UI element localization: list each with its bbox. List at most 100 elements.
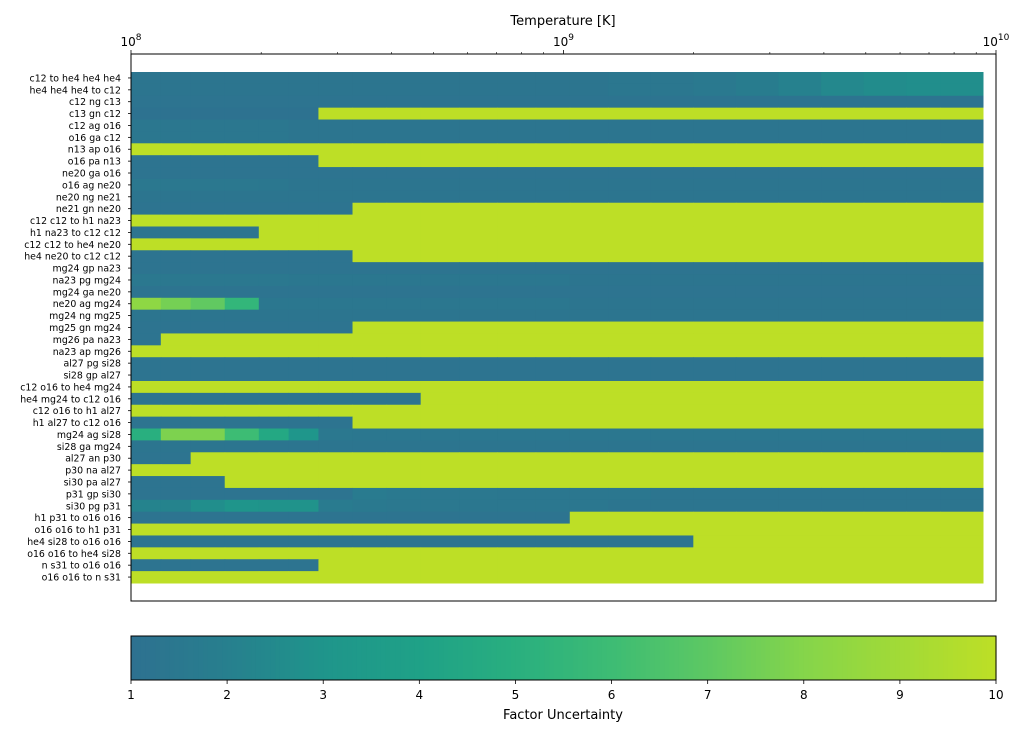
heatmap-cell <box>863 452 907 465</box>
heatmap-cell <box>352 357 388 370</box>
heatmap-cell <box>906 238 941 251</box>
heatmap-cell <box>288 559 319 572</box>
heatmap-cell <box>569 559 609 572</box>
heatmap-cell <box>459 119 498 132</box>
heatmap-cell <box>160 535 192 548</box>
heatmap-cell <box>735 559 780 572</box>
heatmap-cell <box>224 83 260 97</box>
heatmap-cell <box>497 345 537 358</box>
heatmap-cell <box>131 333 162 346</box>
colorbar-segment <box>664 636 670 680</box>
heatmap-cell <box>190 535 226 548</box>
heatmap-cell <box>906 428 941 441</box>
heatmap-cell <box>224 369 260 382</box>
heatmap-cell <box>693 274 737 287</box>
heatmap-cell <box>288 155 319 168</box>
heatmap-cell <box>288 499 319 513</box>
heatmap-cell <box>224 285 260 299</box>
heatmap-cell <box>386 499 422 513</box>
heatmap-cell <box>778 345 822 358</box>
heatmap-cell <box>906 511 941 525</box>
row-label: c12 to he4 he4 he4 <box>30 73 121 84</box>
heatmap-cell <box>778 155 822 168</box>
heatmap-cell <box>863 380 907 394</box>
heatmap-cell <box>318 83 354 97</box>
heatmap-cell <box>497 547 537 560</box>
heatmap-cell <box>160 440 192 453</box>
heatmap-cell <box>906 380 941 394</box>
heatmap-cell <box>160 72 192 85</box>
colorbar-segment <box>150 636 156 680</box>
colorbar-segment <box>342 636 348 680</box>
colorbar-segment <box>712 636 718 680</box>
heatmap-cell <box>608 250 652 263</box>
heatmap-cell <box>535 95 571 109</box>
heatmap-cell <box>608 285 652 299</box>
heatmap-cell <box>821 250 865 263</box>
heatmap-cell <box>735 464 780 477</box>
heatmap-cell <box>569 511 609 525</box>
heatmap-cell <box>608 416 652 430</box>
heatmap-cell <box>386 487 422 501</box>
heatmap-cell <box>190 297 226 311</box>
heatmap-cell <box>569 392 609 406</box>
colorbar-segment <box>851 636 858 680</box>
heatmap-cell <box>386 285 422 299</box>
colorbar-segment <box>798 636 805 680</box>
x-tick-label: 108 <box>120 33 141 49</box>
colorbar-segment <box>890 636 896 680</box>
heatmap-cell <box>735 167 780 180</box>
row-label: o16 o16 to h1 p31 <box>35 525 121 536</box>
heatmap-cell <box>535 428 571 441</box>
heatmap-cell <box>535 178 571 192</box>
heatmap-cell <box>352 238 388 251</box>
colorbar-segment <box>135 636 142 680</box>
colorbar-segment <box>443 636 449 680</box>
heatmap-cell <box>778 297 822 311</box>
heatmap-cell <box>352 119 388 132</box>
heatmap-cell <box>288 262 319 275</box>
heatmap-cell <box>190 440 226 453</box>
heatmap-cell <box>569 143 609 156</box>
row-label: o16 o16 to he4 si28 <box>27 549 121 560</box>
heatmap-cell <box>420 190 460 204</box>
heatmap-cell <box>735 476 780 489</box>
heatmap-cell <box>940 214 984 227</box>
heatmap-cell <box>821 190 865 204</box>
heatmap-cell <box>386 297 422 311</box>
heatmap-cell <box>318 285 354 299</box>
heatmap-cell <box>459 404 498 418</box>
heatmap-cell <box>420 404 460 418</box>
heatmap-cell <box>693 404 737 418</box>
heatmap-cell <box>535 72 571 85</box>
heatmap-cell <box>497 523 537 536</box>
heatmap-cell <box>863 392 907 406</box>
row-label: o16 o16 to n s31 <box>42 573 121 584</box>
colorbar-segment <box>231 636 238 680</box>
heatmap-cell <box>863 262 907 275</box>
heatmap-cell <box>821 309 865 323</box>
colorbar-segment <box>131 636 137 680</box>
heatmap-cell <box>258 131 290 144</box>
heatmap-cell <box>778 428 822 441</box>
row-label: mg25 gn mg24 <box>49 323 121 334</box>
heatmap-cell <box>131 143 162 156</box>
heatmap-cell <box>318 167 354 180</box>
heatmap-cell <box>940 547 984 560</box>
heatmap-cell <box>160 333 192 346</box>
heatmap-cell <box>224 214 260 227</box>
heatmap-cell <box>863 369 907 382</box>
heatmap-cell <box>131 428 162 441</box>
heatmap-cell <box>778 380 822 394</box>
heatmap-cell <box>190 155 226 168</box>
heatmap-cell <box>863 547 907 560</box>
heatmap-cell <box>459 226 498 239</box>
heatmap-cell <box>288 238 319 251</box>
heatmap-cell <box>821 547 865 560</box>
row-label: c12 ag o16 <box>69 121 121 132</box>
heatmap-cell <box>569 476 609 489</box>
heatmap-cell <box>497 535 537 548</box>
heatmap-cell <box>386 404 422 418</box>
heatmap-cell <box>693 119 737 132</box>
